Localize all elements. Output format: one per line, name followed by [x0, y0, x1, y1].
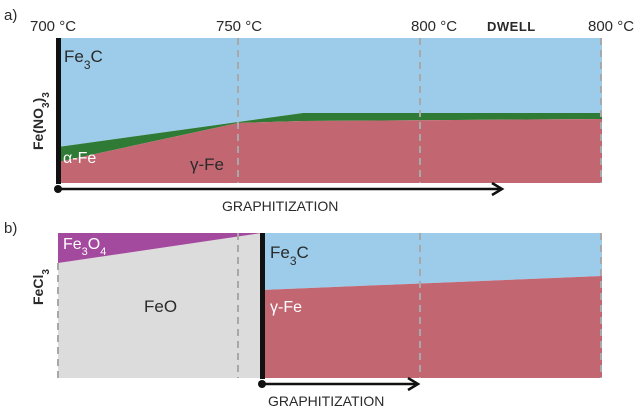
- alpha-fe-region: [58, 113, 602, 162]
- fe3o4-label: Fe3O4: [63, 236, 106, 258]
- fe3c-label-a: Fe3C: [64, 47, 103, 72]
- precursor-label-a: Fe(NO3)3: [30, 92, 52, 150]
- panel-a: a) 700 °C 750 °C 800 °C DWELL 800 °C Fe(…: [4, 7, 634, 214]
- feo-label: FeO: [144, 297, 177, 316]
- fe3c-region-a: [58, 38, 602, 147]
- panel-a-letter: a): [4, 7, 17, 24]
- start-bar-a: [56, 38, 61, 184]
- temp-label-800: 800 °C: [411, 18, 457, 35]
- temp-label-800-end: 800 °C: [588, 18, 634, 35]
- gamma-fe-label-b: γ-Fe: [270, 299, 302, 316]
- gamma-fe-region-b: [262, 276, 602, 378]
- start-bar-b: [260, 233, 265, 379]
- panel-b-letter: b): [4, 220, 17, 237]
- arrow-head-b: [407, 376, 421, 392]
- graphitization-label-b: GRAPHITIZATION: [268, 393, 384, 409]
- gamma-fe-region-a: [58, 119, 602, 183]
- fe3c-region-b: [262, 233, 602, 290]
- gamma-fe-label-a: γ-Fe: [190, 155, 224, 174]
- arrow-head-a: [491, 181, 505, 197]
- dwell-label: DWELL: [487, 19, 536, 34]
- temp-label-750: 750 °C: [216, 18, 262, 35]
- temp-label-700: 700 °C: [30, 18, 76, 35]
- precursor-label-b: FeCl3: [30, 269, 52, 305]
- fe3o4-region: [58, 233, 262, 263]
- panel-b: b) FeCl3 Fe3O4 FeO Fe3C γ-Fe GRAPHITIZAT…: [4, 220, 602, 409]
- alpha-fe-label: α-Fe: [63, 150, 96, 167]
- fe3c-label-b: Fe3C: [270, 243, 309, 268]
- feo-region: [58, 233, 262, 378]
- graphitization-label-a: GRAPHITIZATION: [222, 198, 338, 214]
